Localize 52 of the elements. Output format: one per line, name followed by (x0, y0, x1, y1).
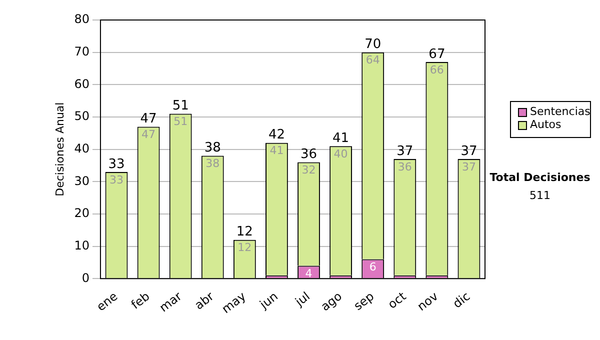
x-tick-label: sep (351, 289, 377, 314)
data-label: 37 (462, 160, 476, 174)
data-label: 38 (206, 157, 220, 170)
data-label: 64 (366, 54, 380, 67)
total-label: 36 (300, 147, 318, 162)
total-label: 70 (364, 37, 382, 52)
y-axis-title: Decisiones Anual (53, 102, 66, 196)
total-label: 67 (428, 46, 446, 62)
total-label: 12 (236, 224, 253, 240)
y-tick-label: 20 (74, 206, 90, 220)
x-tick-label: dic (450, 289, 473, 311)
x-tick-label: nov (414, 289, 441, 314)
data-label: 66 (430, 63, 444, 76)
x-tick-label: jul (292, 289, 312, 310)
y-tick-label: 70 (74, 44, 90, 58)
y-tick-label: 30 (74, 174, 90, 188)
data-label: 6 (369, 260, 376, 274)
total-label: 37 (396, 144, 414, 159)
total-label: 37 (460, 144, 478, 159)
x-tick-label: may (219, 289, 248, 316)
text: Total Decisiones (490, 170, 591, 184)
data-label: 47 (142, 128, 156, 142)
total-label: 47 (140, 112, 157, 127)
text: 511 (530, 188, 550, 202)
total-label: 38 (204, 140, 221, 156)
total-label: 33 (108, 156, 125, 172)
legend-label: Autos (530, 118, 562, 131)
total-label: 41 (332, 130, 350, 146)
y-tick-label: 40 (74, 141, 90, 156)
data-label: 36 (398, 160, 412, 174)
y-tick-label: 0 (82, 270, 90, 285)
data-label: 41 (270, 144, 284, 158)
y-tick-label: 50 (74, 109, 90, 124)
x-tick-label: jun (256, 289, 280, 312)
x-tick-label: ene (94, 289, 120, 314)
total-label: 42 (268, 128, 285, 143)
x-tick-label: mar (156, 289, 184, 315)
legend-label: Sentencias (530, 104, 591, 118)
data-label: 33 (109, 173, 124, 186)
total-label: 51 (172, 98, 189, 114)
data-label: 32 (302, 164, 316, 177)
data-label: 51 (174, 115, 188, 128)
y-tick-label: 80 (74, 12, 90, 26)
x-tick-label: abr (192, 289, 216, 312)
y-tick-label: 60 (74, 76, 90, 91)
data-label: 12 (238, 241, 252, 254)
data-label: 4 (305, 267, 312, 280)
x-tick-label: feb (128, 289, 152, 312)
x-tick-label: ago (318, 289, 345, 314)
data-label: 40 (334, 147, 348, 160)
y-tick-label: 10 (74, 238, 90, 252)
x-tick-label: oct (385, 288, 409, 312)
